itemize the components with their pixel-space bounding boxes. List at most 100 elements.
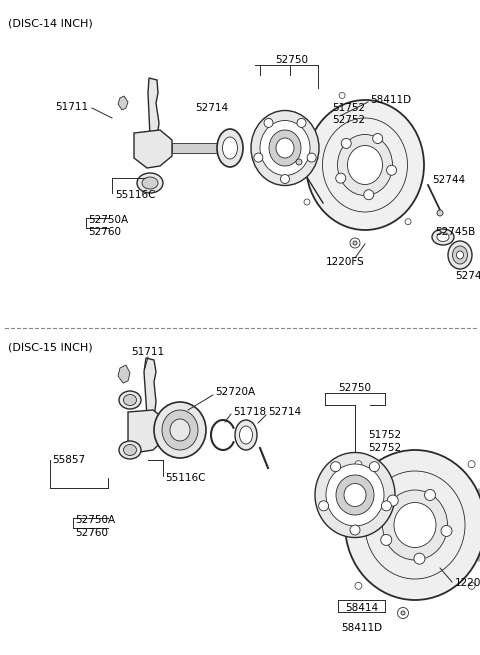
Ellipse shape	[383, 490, 447, 560]
Circle shape	[307, 153, 316, 162]
Circle shape	[355, 460, 362, 468]
Circle shape	[331, 462, 341, 472]
Ellipse shape	[344, 483, 366, 506]
Circle shape	[264, 119, 273, 128]
Text: 58411D: 58411D	[370, 95, 411, 105]
Text: 52746: 52746	[455, 271, 480, 281]
Ellipse shape	[306, 100, 424, 230]
Text: 55116C: 55116C	[165, 473, 205, 483]
Ellipse shape	[142, 177, 158, 189]
Text: 52752: 52752	[332, 115, 365, 125]
Circle shape	[414, 553, 425, 564]
Circle shape	[254, 153, 263, 162]
Circle shape	[437, 210, 443, 216]
Circle shape	[386, 165, 396, 175]
Ellipse shape	[123, 445, 136, 455]
Circle shape	[387, 495, 398, 506]
Circle shape	[297, 119, 306, 128]
Ellipse shape	[123, 394, 136, 405]
Circle shape	[405, 219, 411, 225]
Ellipse shape	[456, 251, 464, 259]
Text: 58414: 58414	[346, 603, 379, 613]
Text: 52714: 52714	[195, 103, 228, 113]
Polygon shape	[172, 143, 217, 153]
Circle shape	[350, 525, 360, 535]
Ellipse shape	[315, 453, 395, 538]
Text: 1220FS: 1220FS	[455, 578, 480, 588]
Ellipse shape	[348, 145, 383, 185]
Circle shape	[304, 199, 310, 205]
Circle shape	[424, 489, 435, 500]
Ellipse shape	[260, 121, 310, 176]
Circle shape	[319, 501, 329, 511]
Circle shape	[339, 92, 345, 98]
Text: 52750A: 52750A	[88, 215, 128, 225]
Text: 52720A: 52720A	[215, 387, 255, 397]
Circle shape	[372, 134, 383, 143]
Text: 55116C: 55116C	[115, 190, 156, 200]
Ellipse shape	[269, 130, 301, 166]
Circle shape	[397, 607, 408, 618]
Ellipse shape	[162, 410, 198, 450]
Text: 52750: 52750	[338, 383, 372, 393]
Text: 52744: 52744	[432, 175, 465, 185]
Polygon shape	[134, 130, 172, 168]
Circle shape	[350, 238, 360, 248]
Text: 55857: 55857	[52, 455, 85, 465]
Circle shape	[353, 241, 357, 245]
Text: 52714: 52714	[268, 407, 301, 417]
Text: 58411D: 58411D	[341, 623, 383, 633]
Text: 51711: 51711	[55, 102, 88, 112]
Ellipse shape	[453, 246, 468, 264]
Circle shape	[336, 173, 346, 183]
Circle shape	[381, 534, 392, 546]
Circle shape	[401, 611, 405, 615]
Ellipse shape	[394, 502, 436, 548]
Ellipse shape	[337, 134, 393, 195]
Ellipse shape	[154, 402, 206, 458]
Circle shape	[280, 174, 289, 183]
Ellipse shape	[137, 173, 163, 193]
Ellipse shape	[119, 391, 141, 409]
Circle shape	[370, 462, 379, 472]
Polygon shape	[148, 78, 159, 138]
Circle shape	[382, 501, 391, 511]
Text: 1220FS: 1220FS	[325, 257, 364, 267]
Text: 52745B: 52745B	[435, 227, 475, 237]
Ellipse shape	[240, 426, 252, 444]
Ellipse shape	[119, 441, 141, 459]
Ellipse shape	[437, 233, 449, 242]
Ellipse shape	[276, 138, 294, 158]
Ellipse shape	[345, 450, 480, 600]
Polygon shape	[118, 365, 130, 383]
Text: 52750A: 52750A	[75, 515, 115, 525]
Text: 51752: 51752	[332, 103, 365, 113]
Text: 52750: 52750	[276, 55, 309, 65]
Ellipse shape	[448, 241, 472, 269]
Text: (DISC-15 INCH): (DISC-15 INCH)	[8, 342, 93, 352]
Circle shape	[364, 190, 374, 200]
Text: 51752: 51752	[368, 430, 401, 440]
Circle shape	[441, 525, 452, 536]
Text: (DISC-14 INCH): (DISC-14 INCH)	[8, 18, 93, 28]
Ellipse shape	[336, 475, 374, 515]
Circle shape	[296, 159, 302, 165]
Text: 51718: 51718	[233, 407, 266, 417]
Ellipse shape	[251, 111, 319, 185]
Polygon shape	[128, 410, 166, 452]
Polygon shape	[118, 96, 128, 110]
Polygon shape	[144, 358, 156, 418]
Circle shape	[341, 138, 351, 149]
Ellipse shape	[223, 137, 238, 159]
Ellipse shape	[326, 464, 384, 526]
Circle shape	[468, 582, 475, 590]
Ellipse shape	[235, 420, 257, 450]
Ellipse shape	[170, 419, 190, 441]
Circle shape	[468, 460, 475, 468]
Text: 52760: 52760	[75, 528, 108, 538]
Ellipse shape	[217, 129, 243, 167]
Circle shape	[355, 582, 362, 590]
Text: 52752: 52752	[368, 443, 401, 453]
Ellipse shape	[432, 229, 454, 245]
Text: 51711: 51711	[132, 347, 165, 357]
